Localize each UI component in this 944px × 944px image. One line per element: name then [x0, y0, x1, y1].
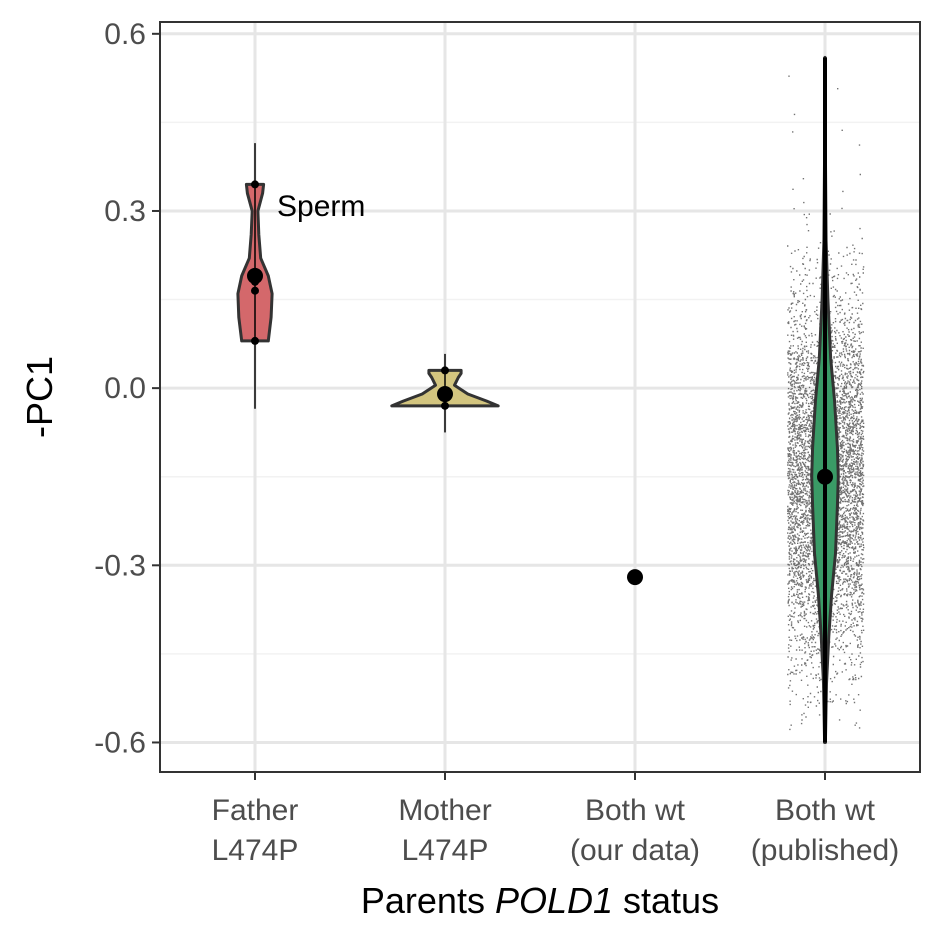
violins: [236, 55, 840, 744]
x-tick-label-line2: L474P: [212, 834, 299, 867]
y-tick-label: -0.3: [94, 549, 146, 582]
y-tick-label: 0.0: [104, 372, 146, 405]
scatter-cloud: [787, 75, 865, 731]
x-axis-title: Parents POLD1 status: [361, 880, 719, 921]
x-tick-label-line2: (our data): [570, 834, 700, 867]
data-point: [251, 286, 259, 295]
grid: [160, 22, 920, 772]
x-axis-title-suffix: status: [613, 880, 719, 921]
y-tick-label: -0.6: [94, 726, 146, 759]
x-tick-label-line2: L474P: [402, 834, 489, 867]
mean-point: [247, 267, 263, 284]
x-tick-label-line1: Mother: [398, 794, 491, 827]
y-axis-title: -PC1: [19, 356, 60, 438]
data-point: [251, 336, 259, 345]
axes: 0.6 0.3 0.0 -0.3 -0.6 Father L474P Mother L474P B…: [94, 18, 899, 867]
mean-point: [627, 569, 643, 586]
x-tick-label-line1: Both wt: [775, 794, 876, 827]
x-tick-label-line2: (published): [751, 834, 899, 867]
y-tick-label: 0.6: [104, 18, 146, 51]
y-tick-label: 0.3: [104, 195, 146, 228]
x-tick-label-line1: Both wt: [585, 794, 686, 827]
mean-point: [437, 386, 453, 403]
mean-point: [817, 468, 833, 485]
scatter-points: [787, 75, 865, 731]
range-lines: [254, 57, 827, 743]
x-axis-title-prefix: Parents: [361, 880, 495, 921]
data-point: [441, 366, 449, 375]
plot-panel-border: [159, 21, 921, 773]
x-axis-title-gene: POLD1: [495, 880, 613, 921]
x-tick-label-line1: Father: [212, 794, 299, 827]
data-point: [251, 180, 259, 189]
data-point: [441, 401, 449, 410]
data-points: Sperm: [247, 180, 833, 586]
annotation-label: Sperm: [277, 190, 365, 223]
